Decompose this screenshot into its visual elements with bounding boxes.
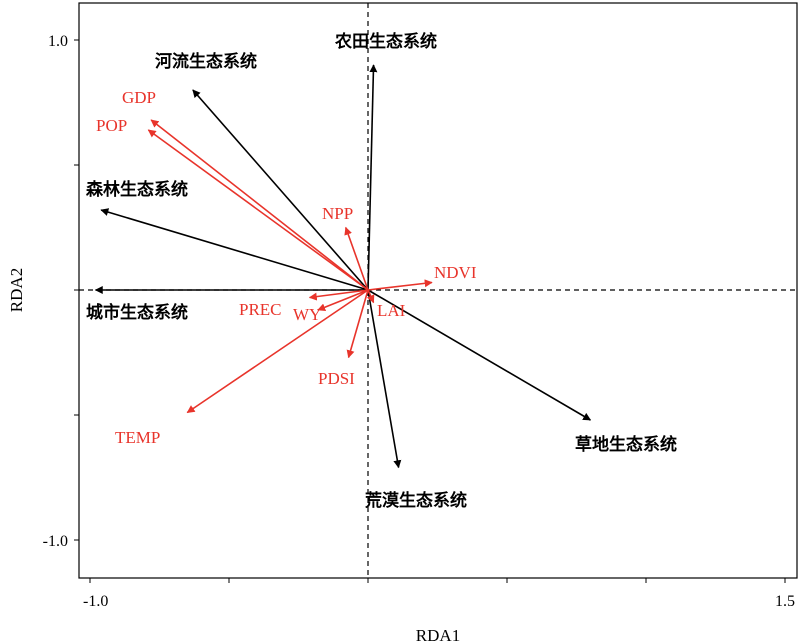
y-tick-label: 1.0 [48, 33, 68, 50]
factor-label-6: WY [293, 305, 321, 324]
x-tick-label: -1.0 [83, 593, 108, 610]
factor-label-8: PDSI [318, 369, 355, 388]
factor-arrow-temp [186, 289, 369, 414]
factor-arrow-npp [344, 226, 369, 291]
ecosystem-label-1: 河流生态系统 [155, 51, 257, 72]
factor-arrow-gdp [150, 119, 369, 291]
ecosystem-label-5: 草地生态系统 [575, 434, 677, 455]
factor-arrow-lai [366, 289, 375, 304]
ecosystem-arrow-6 [367, 289, 402, 469]
factor-label-2: POP [96, 116, 127, 135]
factor-arrow-ndvi [367, 279, 433, 291]
x-axis-title: RDA1 [416, 626, 460, 644]
factor-arrow-prec [308, 289, 369, 301]
arrows-layer [94, 64, 592, 469]
ecosystem-arrow-1 [192, 89, 369, 291]
ecosystem-label-2: 农田生态系统 [334, 31, 437, 52]
x-tick-label: 1.5 [775, 593, 795, 610]
ecosystem-label-6: 荒漠生态系统 [364, 490, 467, 511]
factor-label-9: TEMP [115, 428, 160, 447]
ecosystem-arrow-3 [100, 208, 369, 291]
factor-label-3: NPP [322, 204, 353, 223]
y-axis-title: RDA2 [7, 268, 26, 312]
ecosystem-label-4: 城市生态系统 [86, 302, 188, 323]
factor-arrow-pop [147, 129, 369, 291]
ecosystem-arrow-5 [367, 289, 592, 421]
factor-arrow-wy [317, 289, 369, 312]
axis-ticks: -1.0 1.5 1.0 -1.0 [43, 33, 795, 610]
y-tick-label: -1.0 [43, 533, 68, 550]
ecosystem-arrow-2 [367, 64, 378, 291]
factor-label-7: LAI [377, 301, 406, 320]
factor-label-4: NDVI [434, 263, 477, 282]
factor-label-5: PREC [239, 300, 282, 319]
ecosystem-label-3: 森林生态系统 [86, 179, 188, 200]
factor-arrow-pdsi [346, 289, 369, 359]
factor-label-1: GDP [122, 88, 156, 107]
